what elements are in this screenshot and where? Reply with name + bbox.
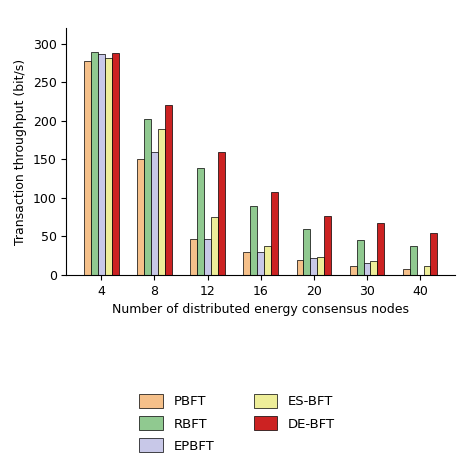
Bar	[190, 239, 197, 275]
Bar	[211, 217, 218, 275]
Bar	[317, 257, 324, 275]
Bar	[218, 152, 225, 275]
Bar	[356, 240, 364, 275]
X-axis label: Number of distributed energy consensus nodes: Number of distributed energy consensus n…	[112, 303, 409, 316]
Bar	[410, 246, 417, 275]
Bar	[271, 192, 278, 275]
Bar	[250, 206, 257, 275]
Y-axis label: Transaction throughput (bit/s): Transaction throughput (bit/s)	[14, 59, 27, 245]
Bar	[257, 252, 264, 275]
Bar	[84, 61, 91, 275]
Bar	[158, 128, 165, 275]
Bar	[264, 246, 271, 275]
Bar	[297, 260, 303, 275]
Bar	[151, 152, 158, 275]
Bar	[91, 52, 98, 275]
Bar	[137, 159, 144, 275]
Bar	[244, 252, 250, 275]
Bar	[303, 229, 310, 275]
Bar	[350, 265, 356, 275]
Bar	[112, 53, 118, 275]
Bar	[403, 269, 410, 275]
Bar	[197, 168, 204, 275]
Bar	[364, 264, 370, 275]
Bar	[370, 261, 377, 275]
Bar	[424, 265, 430, 275]
Bar	[105, 58, 112, 275]
Bar	[204, 239, 211, 275]
Bar	[165, 106, 172, 275]
Bar	[377, 223, 384, 275]
Bar	[144, 118, 151, 275]
Bar	[310, 258, 317, 275]
Bar	[430, 233, 438, 275]
Bar	[324, 216, 331, 275]
Legend: PBFT, RBFT, EPBFT, ES-BFT, DE-BFT: PBFT, RBFT, EPBFT, ES-BFT, DE-BFT	[134, 389, 340, 458]
Bar	[98, 54, 105, 275]
